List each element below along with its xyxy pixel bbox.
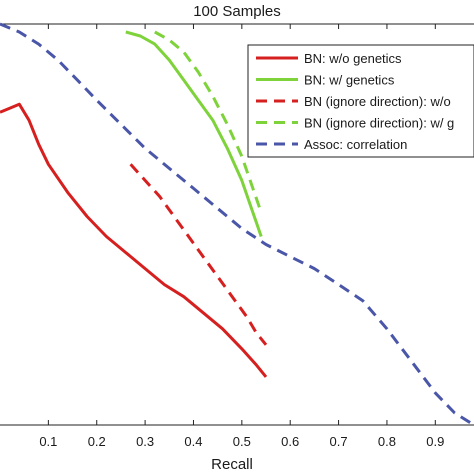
legend-label-5: Assoc: correlation [304,137,407,152]
x-axis-label: Recall [211,456,253,473]
series-line-4 [154,30,263,213]
x-tick-label: 0.3 [136,434,154,449]
legend-label-1: BN: w/o genetics [304,51,402,66]
x-axis: 0.1 0.2 0.3 0.4 0.5 0.6 0.7 0.8 0.9 [39,24,444,449]
x-tick-label: 0.1 [39,434,57,449]
x-tick-label: 0.9 [426,434,444,449]
plot-area [0,23,474,426]
chart-title: 100 Samples [193,3,281,20]
legend: BN: w/o genetics BN: w/ genetics BN (ignor… [247,44,474,158]
x-tick-label: 0.6 [281,434,299,449]
series-line-5 [0,22,474,427]
x-tick-label: 0.5 [233,434,251,449]
x-tick-label: 0.2 [88,434,106,449]
series-layer [0,22,474,427]
legend-label-4: BN (ignore direction): w/ g [304,116,454,131]
x-tick-label: 0.8 [378,434,396,449]
series-line-2 [125,30,263,237]
legend-box [247,44,474,158]
series-line-1 [0,102,268,378]
series-line-3 [129,163,268,346]
x-tick-label: 0.4 [184,434,202,449]
legend-label-3: BN (ignore direction): w/o [304,94,451,109]
legend-label-2: BN: w/ genetics [304,73,395,88]
x-tick-label: 0.7 [330,434,348,449]
